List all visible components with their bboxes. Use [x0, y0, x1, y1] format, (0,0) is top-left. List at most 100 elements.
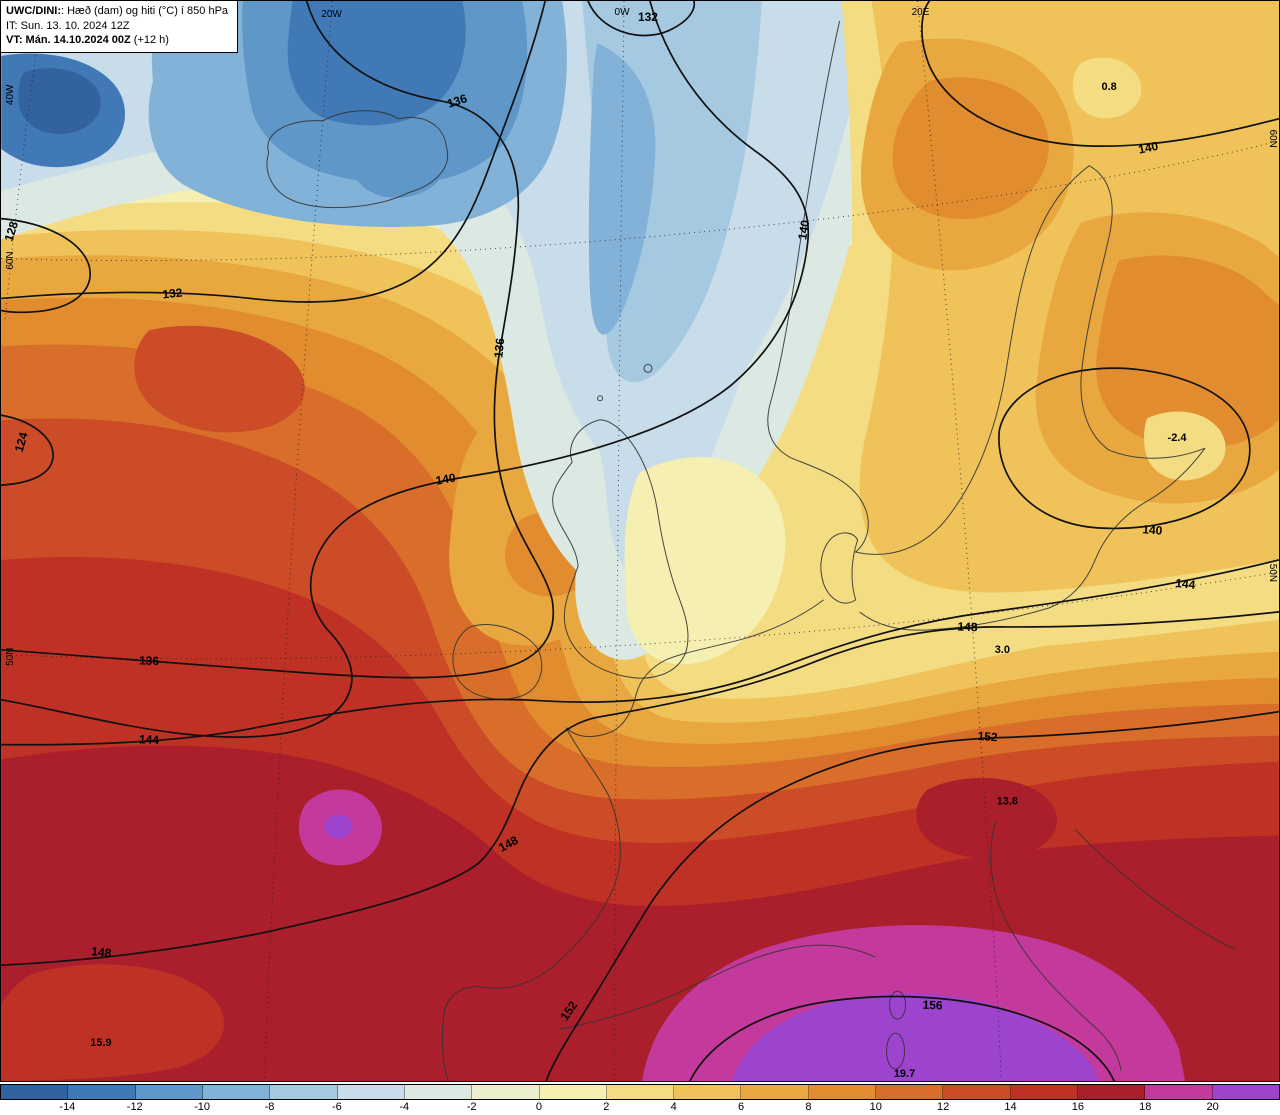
colorbar-swatch: [68, 1085, 136, 1099]
colorbar-swatch: [337, 1085, 405, 1099]
height-contour: [1, 1, 547, 303]
coastline: [767, 20, 841, 459]
graticule-label: 60N: [1267, 130, 1278, 148]
field-region: [731, 993, 1100, 1081]
coastline: [452, 624, 543, 700]
valid-time: VT: Mán. 14.10.2024 00Z: [6, 34, 131, 47]
field-region: [287, 1, 466, 126]
title-line-valid: VT: Mán. 14.10.2024 00Z (+12 h): [6, 33, 228, 48]
colorbar-tick-label: -10: [194, 1101, 211, 1113]
graticule-label: 60N: [5, 251, 16, 269]
model-name: UWC/DINI:: [6, 5, 61, 17]
contour-label: 124: [12, 430, 31, 453]
coastline: [820, 532, 859, 604]
colorbar-swatch: [1078, 1085, 1146, 1099]
coastline: [266, 110, 449, 209]
colorbar-swatch: [674, 1085, 742, 1099]
contour-labels: 132 136 128 132 136 140 124 140 140 140 …: [2, 10, 1197, 1023]
contour-label: 128: [2, 219, 22, 243]
field-region: [1096, 255, 1279, 449]
contour-label: 136: [139, 653, 160, 668]
graticule-line: [613, 1, 625, 1081]
height-contour: [1, 1, 555, 679]
graticule-label: 20E: [912, 7, 930, 18]
coastline: [990, 821, 1122, 1072]
height-contour: [689, 995, 1115, 1081]
coastline: [886, 1032, 906, 1070]
field-region: [1144, 411, 1226, 481]
colorbar-tick-label: 20: [1206, 1101, 1219, 1113]
colorbar-ticks: -14 -12 -10 -8 -6 -4 -2 0 2 4 6 8 10 12 14 16 18 20: [0, 1101, 1280, 1115]
height-contour: [921, 1, 1279, 147]
map-svg: 132 136 128 132 136 140 124 140 140 140 …: [1, 1, 1279, 1081]
height-contour: [1, 559, 1279, 746]
coastline: [859, 447, 1206, 631]
colorbar-swatch: [1, 1085, 69, 1099]
graticule-labels: 20W 0W 20E 40W 60N 50N 60N 50N: [5, 7, 1278, 666]
title-line-product: UWC/DINI:: Hæð (dam) og hiti (°C) í 850 …: [6, 4, 228, 19]
colorbar-swatch: [876, 1085, 944, 1099]
coastlines: [266, 20, 1236, 1081]
colorbar-swatch: [404, 1085, 473, 1099]
colorbar-swatch: [270, 1085, 338, 1099]
height-contour: [1, 611, 1279, 967]
height-contour: [1, 1, 810, 738]
colorbar-tick-label: -8: [264, 1101, 275, 1113]
contour-label: 144: [1175, 576, 1197, 592]
colorbar-tick-label: -12: [126, 1101, 143, 1113]
colorbar-tick-label: -14: [59, 1101, 76, 1113]
coastline: [552, 419, 689, 679]
field-region: [916, 778, 1057, 859]
contour-label: 136: [491, 337, 507, 359]
colorbar-swatch: [606, 1085, 675, 1099]
contour-label: 148: [957, 619, 978, 634]
contour-label: 140: [1142, 522, 1163, 537]
graticule-label: 40W: [5, 84, 16, 105]
field-region: [1073, 57, 1142, 119]
title-line-init: IT: Sun. 13. 10. 2024 12Z: [6, 19, 130, 32]
contour-label: 140: [1137, 139, 1160, 157]
colorbar-tick-label: 12: [937, 1101, 950, 1113]
colorbar-tick-label: 16: [1071, 1101, 1085, 1113]
colorbar-tick-label: 6: [737, 1101, 745, 1113]
spot-value: 19.7: [894, 1068, 915, 1080]
height-contours: [1, 1, 1279, 1081]
colorbar-swatch: [202, 1085, 271, 1099]
spot-value: 15.9: [90, 1037, 111, 1049]
colorbar-tick-label: 4: [670, 1101, 677, 1113]
field-region: [134, 325, 305, 433]
field-region: [324, 814, 353, 839]
height-contour: [545, 710, 1279, 1081]
title-box: UWC/DINI:: Hæð (dam) og hiti (°C) í 850 …: [0, 0, 239, 53]
colorbar-tick-label: 0: [535, 1101, 542, 1113]
field-region: [18, 68, 101, 135]
spot-value: 0.8: [1102, 81, 1117, 93]
colorbar-tick-label: -2: [466, 1101, 477, 1113]
contour-label: 136: [445, 91, 469, 111]
colorbar-swatch: [539, 1085, 607, 1099]
colorbar-swatches: [0, 1084, 1280, 1100]
coastline: [889, 990, 907, 1020]
colorbar-tick-label: 8: [805, 1101, 812, 1113]
graticule-label: 50N: [1267, 564, 1278, 582]
colorbar-swatch: [808, 1085, 877, 1099]
contour-label: 132: [162, 285, 184, 301]
field-region: [892, 77, 1049, 220]
spot-value: -2.4: [1168, 432, 1188, 444]
contour-label: 132: [638, 10, 658, 24]
graticule: [1, 1, 1279, 1081]
colorbar-tick-label: -6: [331, 1101, 342, 1113]
map-area: 132 136 128 132 136 140 124 140 140 140 …: [0, 0, 1280, 1082]
colorbar-tick-label: 2: [603, 1101, 610, 1113]
field-region: [588, 42, 656, 335]
colorbar-swatch: [472, 1085, 540, 1099]
height-contour: [587, 1, 696, 37]
height-contour: [1, 414, 54, 486]
colorbar-swatch: [1212, 1085, 1279, 1099]
field-region: [624, 457, 786, 665]
temperature-field: [1, 1, 1279, 1081]
graticule-label: 20W: [321, 9, 342, 20]
field-region: [351, 126, 445, 198]
coastline: [597, 395, 604, 402]
coastline: [643, 363, 653, 373]
